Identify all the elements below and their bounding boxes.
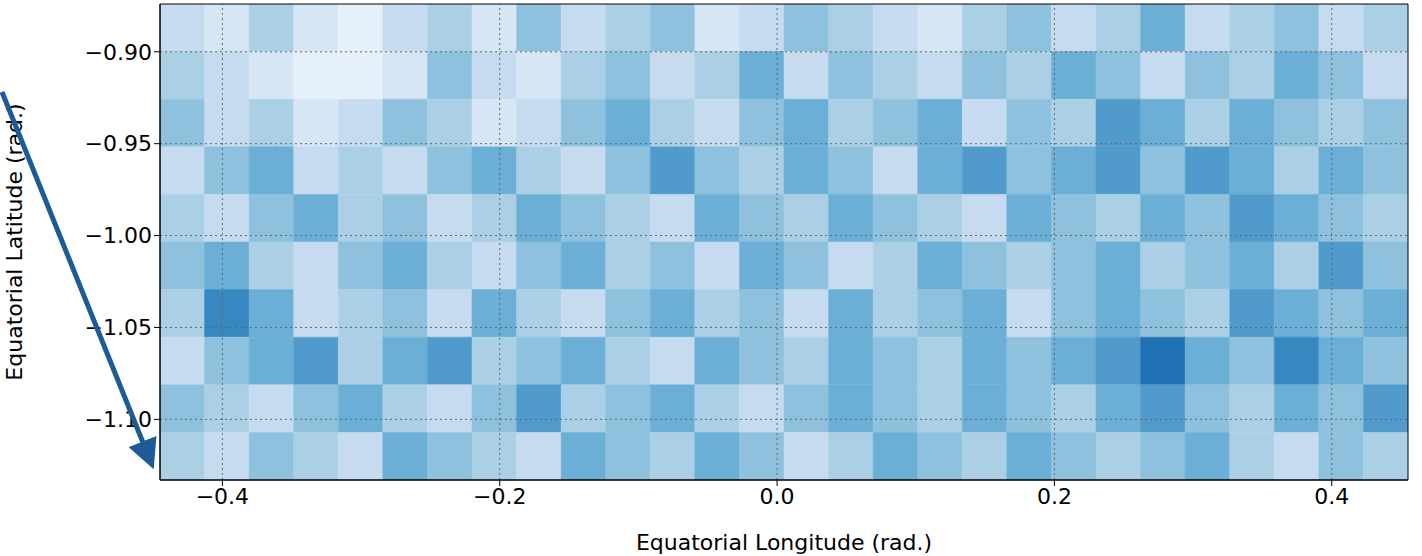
svg-text:−1.05: −1.05 (85, 315, 152, 340)
svg-text:−1.10: −1.10 (85, 407, 152, 432)
svg-text:−0.4: −0.4 (196, 484, 249, 509)
svg-text:−0.95: −0.95 (85, 131, 152, 156)
svg-text:−0.90: −0.90 (85, 40, 152, 65)
svg-text:Equatorial Latitude (rad.): Equatorial Latitude (rad.) (2, 103, 27, 380)
svg-text:Equatorial Longitude (rad.): Equatorial Longitude (rad.) (636, 530, 932, 555)
svg-text:−1.00: −1.00 (85, 223, 152, 248)
svg-text:0.2: 0.2 (1037, 484, 1072, 509)
svg-text:0.0: 0.0 (760, 484, 795, 509)
svg-text:−0.2: −0.2 (473, 484, 526, 509)
svg-text:0.4: 0.4 (1314, 484, 1349, 509)
